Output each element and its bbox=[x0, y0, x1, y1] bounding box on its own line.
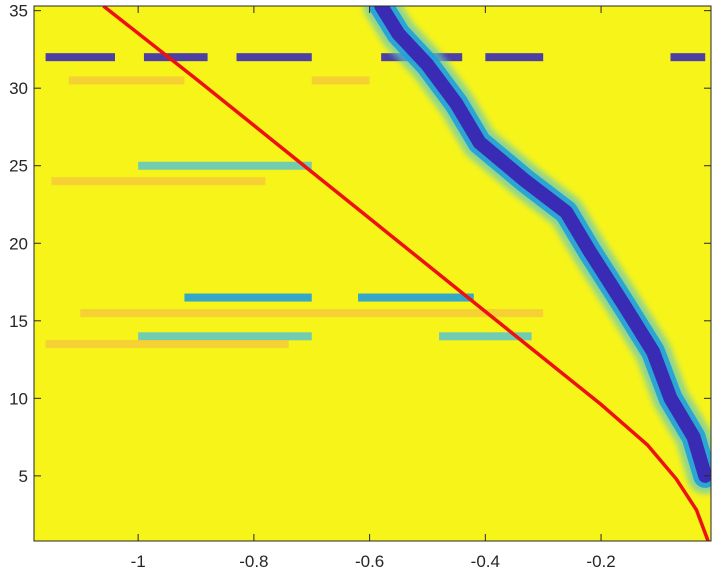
y-tick-label: 15 bbox=[9, 312, 28, 331]
y-tick-label: 30 bbox=[9, 79, 28, 98]
x-axis: -1 -0.8 -0.6 -0.4 -0.2 bbox=[131, 6, 616, 571]
heatmap-band-5-0 bbox=[80, 309, 544, 318]
x-tick-label: -0.8 bbox=[239, 552, 268, 571]
heatmap-band-2-0 bbox=[138, 161, 312, 170]
heatmap-band-6-1 bbox=[439, 332, 532, 341]
heatmap-band-4-0 bbox=[184, 293, 312, 302]
x-tick-label: -1 bbox=[131, 552, 146, 571]
heatmap-band-0-1 bbox=[143, 53, 208, 62]
heatmap-band-1-0 bbox=[68, 76, 185, 85]
x-tick-label: -0.2 bbox=[586, 552, 615, 571]
y-tick-label: 20 bbox=[9, 234, 28, 253]
heatmap-band-0-5 bbox=[670, 53, 706, 62]
y-tick-label: 5 bbox=[19, 467, 28, 486]
heatmap-band-1-1 bbox=[311, 76, 370, 85]
x-tick-label: -0.6 bbox=[355, 552, 384, 571]
y-tick-label: 25 bbox=[9, 157, 28, 176]
heatmap-ridge bbox=[363, 6, 711, 494]
heatmap-band-0-4 bbox=[485, 53, 544, 62]
y-tick-label: 10 bbox=[9, 389, 28, 408]
heatmap-band-3-0 bbox=[51, 177, 266, 186]
x-tick-label: -0.4 bbox=[471, 552, 500, 571]
heatmap-band-0-2 bbox=[236, 53, 312, 62]
y-tick-label: 35 bbox=[9, 2, 28, 21]
heatmap-band-7-0 bbox=[45, 340, 289, 349]
ridge-core bbox=[374, 6, 711, 483]
plot-frame bbox=[33, 5, 712, 542]
heatmap-band-4-1 bbox=[358, 293, 474, 302]
y-axis: 5 10 15 20 25 30 35 bbox=[9, 2, 711, 486]
red-curve bbox=[102, 6, 710, 541]
heatmap-band-6-0 bbox=[138, 332, 312, 341]
heatmap-band-0-0 bbox=[45, 53, 116, 62]
